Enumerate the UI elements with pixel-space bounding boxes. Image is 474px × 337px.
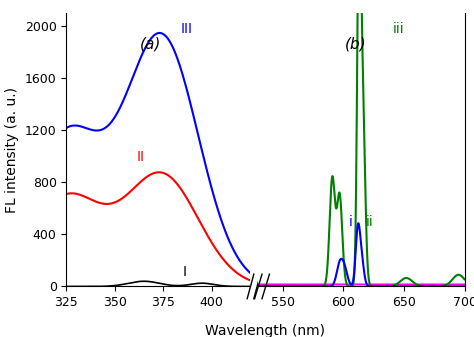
Text: iii: iii — [392, 22, 404, 36]
Text: II: II — [137, 150, 144, 164]
Text: (a): (a) — [140, 37, 161, 52]
Text: I: I — [182, 265, 186, 279]
Text: III: III — [181, 22, 192, 36]
Text: Wavelength (nm): Wavelength (nm) — [205, 324, 326, 337]
Text: i: i — [349, 215, 353, 229]
Text: (b): (b) — [345, 37, 366, 52]
Text: ii: ii — [365, 215, 374, 229]
Y-axis label: FL intensity (a. u.): FL intensity (a. u.) — [5, 87, 19, 213]
